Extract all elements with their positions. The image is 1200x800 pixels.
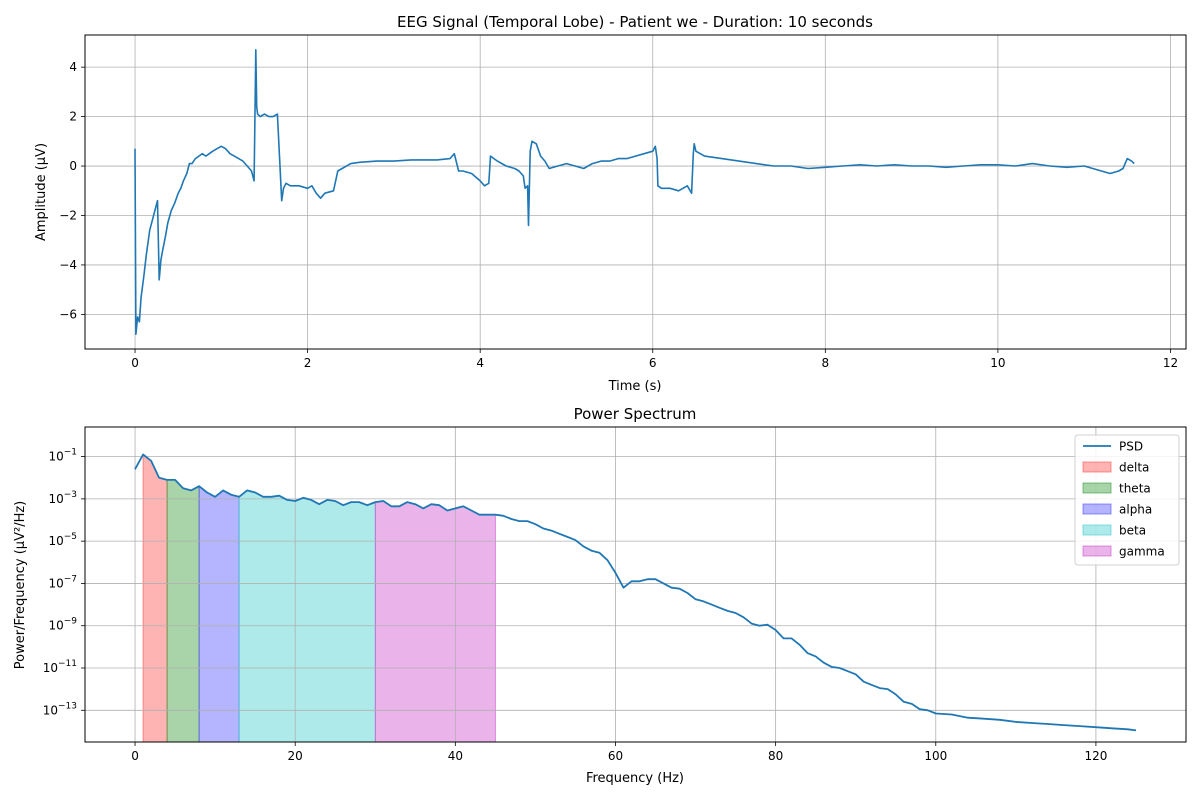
psd-xtick-label: 40: [448, 749, 463, 763]
eeg-ytick-label: 2: [69, 110, 77, 124]
psd-ytick-label: 10−9: [48, 617, 77, 633]
psd-line: [134, 453, 1137, 732]
band-delta: [142, 453, 168, 743]
psd-series: [134, 453, 1137, 732]
legend-swatch-alpha: [1082, 503, 1112, 515]
eeg-xtick-label: 4: [476, 356, 484, 370]
psd-xtick-label: 80: [768, 749, 783, 763]
eeg-series: [134, 48, 1135, 336]
legend-label-theta: theta: [1119, 482, 1151, 496]
legend-swatch-theta: [1082, 482, 1112, 494]
legend: PSD delta theta alpha beta gamma: [1074, 434, 1180, 566]
psd-xlabel: Frequency (Hz): [586, 771, 684, 786]
psd-chart: 0 20 40 60 80 100 120 10−1 10−3 10−5 10−7 10−9 10−11…: [13, 405, 1187, 786]
psd-plot-frame: [84, 426, 1187, 743]
legend-label-beta: beta: [1119, 524, 1146, 538]
legend-label-delta: delta: [1119, 461, 1149, 475]
eeg-ytick-label: −4: [59, 258, 77, 272]
psd-bands: [142, 453, 496, 743]
eeg-xtick-label: 10: [990, 356, 1005, 370]
eeg-xtick-label: 12: [1163, 356, 1178, 370]
band-gamma: [374, 500, 496, 743]
eeg-chart: 0 2 4 6 8 10 12 −6 −4 −2 0 2 4 EEG Signal (Temporal …: [34, 13, 1187, 394]
psd-grid: [85, 427, 1186, 742]
psd-xtick-label: 0: [131, 749, 139, 763]
psd-ylabel: Power/Frequency (µV²/Hz): [13, 501, 28, 669]
psd-xtick-label: 120: [1084, 749, 1107, 763]
band-beta: [238, 489, 376, 743]
eeg-ytick-label: −2: [59, 208, 77, 222]
legend-label-alpha: alpha: [1119, 503, 1152, 517]
psd-plot-area: [85, 427, 1186, 742]
legend-label-psd: PSD: [1119, 440, 1143, 454]
eeg-ytick-label: 4: [69, 60, 77, 74]
band-alpha: [198, 485, 240, 743]
eeg-xtick-label: 0: [131, 356, 139, 370]
psd-ytick-label: 10−1: [48, 448, 77, 464]
legend-label-gamma: gamma: [1119, 545, 1165, 559]
eeg-ticks: 0 2 4 6 8 10 12 −6 −4 −2 0 2 4: [59, 60, 1178, 370]
legend-swatch-delta: [1082, 461, 1112, 473]
eeg-ytick-label: −6: [59, 307, 77, 321]
eeg-xtick-label: 8: [822, 356, 830, 370]
eeg-xlabel: Time (s): [608, 379, 662, 394]
psd-ytick-label: 10−11: [43, 659, 77, 675]
eeg-plot-frame: [84, 34, 1187, 350]
eeg-xtick-label: 6: [649, 356, 657, 370]
psd-xtick-label: 20: [288, 749, 303, 763]
psd-ytick-label: 10−3: [48, 490, 77, 506]
eeg-ylabel: Amplitude (µV): [34, 143, 49, 241]
band-theta: [166, 479, 200, 743]
eeg-xtick-label: 2: [304, 356, 312, 370]
legend-swatch-gamma: [1082, 545, 1112, 557]
legend-swatch-beta: [1082, 524, 1112, 536]
eeg-signal-line: [134, 48, 1135, 336]
psd-ytick-label: 10−7: [48, 574, 77, 590]
psd-xtick-label: 60: [608, 749, 623, 763]
psd-ytick-label: 10−13: [43, 701, 77, 717]
psd-xtick-label: 100: [924, 749, 947, 763]
psd-ytick-label: 10−5: [48, 532, 77, 548]
eeg-title: EEG Signal (Temporal Lobe) - Patient we …: [397, 13, 873, 31]
eeg-ytick-label: 0: [69, 159, 77, 173]
psd-title: Power Spectrum: [574, 405, 697, 423]
eeg-plot-area: [85, 35, 1186, 349]
legend-box: [1074, 434, 1180, 566]
